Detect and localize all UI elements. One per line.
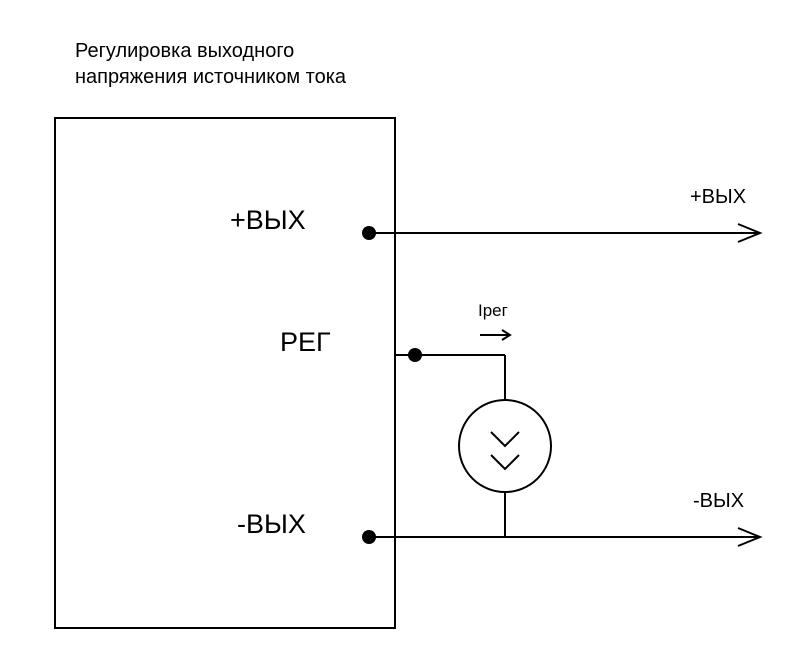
ireg-label: Iрег (478, 301, 508, 321)
terminal-label-plus-out: +ВЫХ (230, 205, 306, 236)
output-label-plus: +ВЫХ (690, 186, 746, 209)
terminal-label-minus-out: -ВЫХ (237, 509, 306, 540)
diagram-canvas: Регулировка выходного напряжения источни… (0, 0, 800, 672)
schematic-svg (0, 0, 800, 672)
terminal-label-reg: РЕГ (280, 327, 331, 358)
output-label-minus: -ВЫХ (693, 490, 744, 513)
